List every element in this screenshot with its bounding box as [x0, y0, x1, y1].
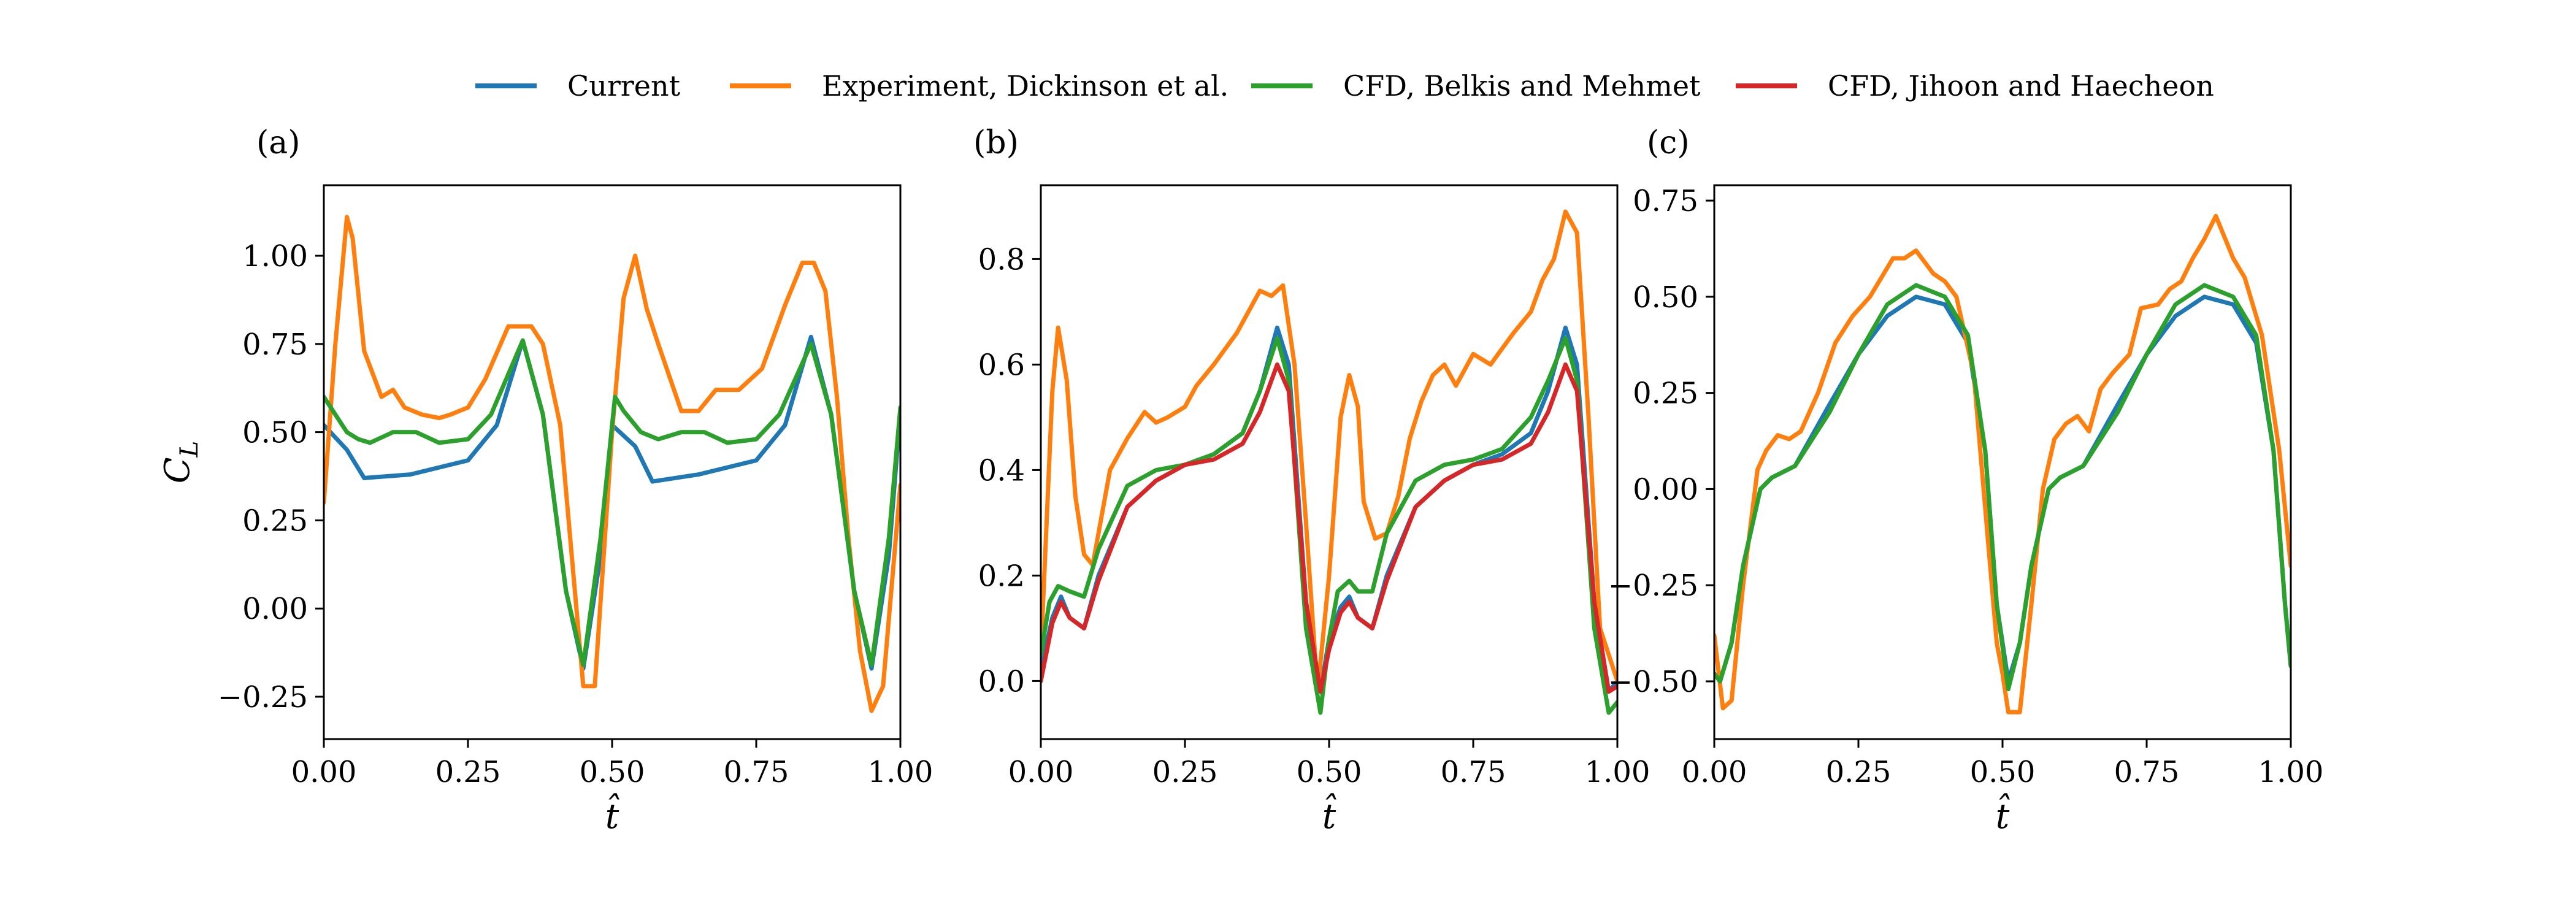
y-tick-label: 0.25	[242, 504, 308, 538]
y-tick-label: 0.00	[242, 592, 308, 626]
series-group	[1041, 209, 1617, 715]
y-tick-label: 1.00	[242, 239, 308, 274]
chart-panel: 0.00 0.25 0.50 0.75 1.00 0.0 0.2 0.4 0.6 0.8 t̂ (b)	[973, 125, 1650, 837]
series-line	[1041, 209, 1617, 694]
x-tick-label: 0.50	[580, 755, 645, 789]
series-line	[1714, 213, 2291, 715]
chart-panels: 0.00 0.25 0.50 0.75 1.00 −0.25 0.00 0.25 0.50 0.7…	[158, 125, 2323, 837]
legend: Current Experiment, Dickinson et al. CFD, …	[475, 69, 2214, 102]
x-tick-label: 0.25	[1152, 755, 1218, 789]
legend-label: CFD, Belkis and Mehmet	[1343, 69, 1701, 102]
legend-label: Experiment, Dickinson et al.	[822, 69, 1229, 102]
x-tick-label: 1.00	[1585, 755, 1650, 789]
y-tick-label: 0.50	[1633, 280, 1698, 315]
series-line	[1041, 335, 1617, 715]
legend-label: CFD, Jihoon and Haecheon	[1828, 69, 2214, 102]
x-tick-label: 0.25	[435, 755, 501, 789]
x-axis-label: t̂	[1322, 792, 1336, 837]
legend-entry: CFD, Jihoon and Haecheon	[1736, 69, 2214, 102]
y-tick-label: −0.25	[1608, 569, 1698, 603]
y-tick-label: 0.00	[1633, 472, 1698, 507]
y-tick-label: 0.6	[978, 348, 1025, 382]
x-tick-label: 0.50	[1970, 755, 2036, 789]
series-line	[1041, 362, 1617, 694]
series-line	[324, 338, 900, 667]
legend-entry: Experiment, Dickinson et al.	[730, 69, 1229, 102]
legend-entry: CFD, Belkis and Mehmet	[1251, 69, 1701, 102]
series-line	[1714, 283, 2291, 691]
x-tick-label: 0.50	[1297, 755, 1362, 789]
chart-panel: 0.00 0.25 0.50 0.75 1.00 −0.50 −0.25 0.00 0.25 0.…	[1608, 125, 2324, 837]
x-tick-label: 0.75	[2114, 755, 2180, 789]
series-group	[1714, 213, 2291, 715]
y-tick-label: 0.4	[978, 453, 1025, 488]
y-tick-label: −0.50	[1608, 665, 1698, 699]
y-tick-label: 0.75	[242, 328, 308, 362]
legend-entry: Current	[475, 69, 681, 102]
y-tick-label: 0.0	[978, 664, 1025, 699]
y-tick-label: 0.25	[1633, 377, 1698, 411]
series-group	[324, 215, 900, 713]
legend-label: Current	[567, 69, 681, 102]
panel-label: (c)	[1647, 125, 1690, 161]
series-line	[1714, 294, 2291, 684]
y-axis-label: CL	[158, 441, 204, 483]
chart-panel: 0.00 0.25 0.50 0.75 1.00 −0.25 0.00 0.25 0.50 0.7…	[158, 125, 933, 837]
x-tick-label: 0.00	[1008, 755, 1074, 789]
x-tick-label: 0.75	[724, 755, 789, 789]
x-axis-label: t̂	[1996, 792, 2010, 837]
x-tick-label: 1.00	[2258, 755, 2324, 789]
y-tick-label: 0.2	[978, 559, 1025, 593]
y-tick-label: 0.75	[1633, 184, 1698, 218]
x-tick-label: 0.00	[291, 755, 357, 789]
series-line	[324, 215, 900, 713]
x-tick-label: 1.00	[868, 755, 933, 789]
series-line	[324, 334, 900, 671]
x-tick-label: 0.75	[1441, 755, 1506, 789]
x-tick-label: 0.00	[1682, 755, 1747, 789]
y-tick-label: −0.25	[218, 680, 308, 715]
panel-label: (b)	[973, 125, 1019, 161]
y-tick-label: 0.8	[978, 242, 1025, 277]
x-tick-label: 0.25	[1826, 755, 1892, 789]
y-tick-label: 0.50	[242, 416, 308, 450]
panel-label: (a)	[256, 125, 301, 161]
x-axis-label: t̂	[605, 792, 619, 837]
